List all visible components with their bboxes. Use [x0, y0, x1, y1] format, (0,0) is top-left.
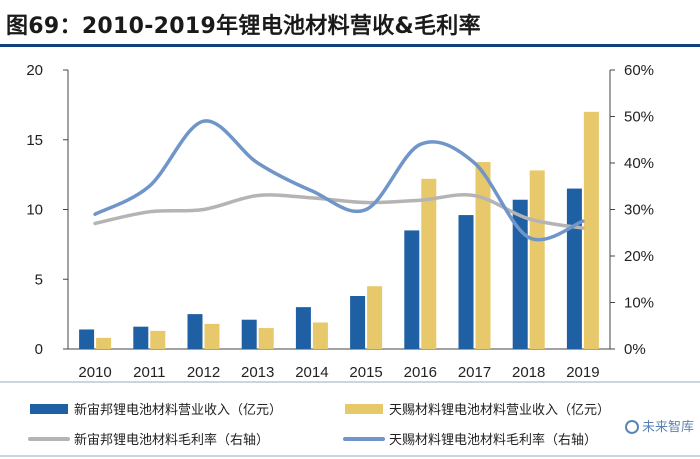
- watermark: 未来智库: [624, 416, 694, 435]
- bar: [150, 330, 166, 349]
- x-tick-label: 2015: [349, 364, 382, 381]
- x-tick-label: 2017: [458, 364, 491, 381]
- bar: [458, 215, 474, 349]
- x-tick-label: 2016: [404, 364, 437, 381]
- bar: [133, 326, 149, 349]
- bar: [404, 230, 420, 349]
- bar: [350, 295, 366, 349]
- bar: [512, 199, 528, 349]
- title-rule: [0, 44, 700, 47]
- bar: [96, 337, 112, 349]
- bar: [241, 319, 257, 349]
- bar: [295, 307, 311, 349]
- right-tick-label: 40%: [624, 155, 654, 172]
- axes: 0 5 10 15 20 0% 10% 20% 30% 40% 50% 60% 2010 2011 2012…: [26, 62, 654, 381]
- legend-label: 新宙邦锂电池材料营业收入（亿元）: [74, 402, 282, 418]
- lines: [93, 119, 585, 242]
- x-tick-label: 2014: [295, 364, 328, 381]
- bar: [529, 170, 545, 349]
- legend-label: 天赐材料锂电池材料营业收入（亿元）: [389, 403, 610, 418]
- x-tick-label: 2018: [512, 364, 545, 381]
- x-tick-label: 2013: [241, 364, 274, 381]
- legend-label: 天赐材料锂电池材料毛利率（右轴）: [389, 432, 597, 448]
- bar: [312, 322, 328, 349]
- bar: [566, 188, 582, 349]
- left-tick-label: 20: [26, 62, 43, 79]
- bar: [204, 323, 220, 349]
- x-tick-label: 2019: [566, 364, 599, 381]
- bar: [258, 328, 274, 349]
- chart-title: 图69：2010-2019年锂电池材料营收&毛利率: [6, 14, 481, 39]
- watermark-text: 未来智库: [641, 420, 694, 435]
- x-tick-label: 2012: [187, 364, 220, 381]
- series-line: [93, 193, 585, 230]
- left-tick-label: 0: [35, 341, 43, 358]
- x-tick-label: 2011: [133, 364, 165, 381]
- right-tick-label: 50%: [624, 109, 654, 126]
- legend-swatch: [345, 404, 383, 414]
- left-tick-label: 15: [26, 132, 43, 149]
- right-tick-label: 20%: [624, 248, 654, 265]
- legend-label: 新宙邦锂电池材料毛利率（右轴）: [74, 432, 269, 448]
- bar: [187, 314, 203, 349]
- x-tick-label: 2010: [78, 364, 111, 381]
- bar: [475, 162, 491, 349]
- right-tick-label: 30%: [624, 202, 654, 219]
- left-tick-label: 5: [35, 271, 43, 288]
- bar: [79, 329, 95, 349]
- bar: [367, 286, 383, 349]
- bars: [79, 111, 599, 349]
- legend-swatch: [30, 404, 68, 414]
- series-line: [93, 119, 585, 242]
- bar: [583, 111, 599, 349]
- wechat-icon: [624, 420, 639, 434]
- bar: [421, 178, 437, 349]
- legend: 新宙邦锂电池材料营业收入（亿元） 天赐材料锂电池材料营业收入（亿元） 新宙邦锂电池材…: [0, 381, 700, 457]
- left-tick-label: 10: [26, 202, 43, 219]
- right-tick-label: 10%: [624, 295, 654, 312]
- right-tick-label: 60%: [624, 62, 654, 79]
- right-tick-label: 0%: [624, 341, 646, 358]
